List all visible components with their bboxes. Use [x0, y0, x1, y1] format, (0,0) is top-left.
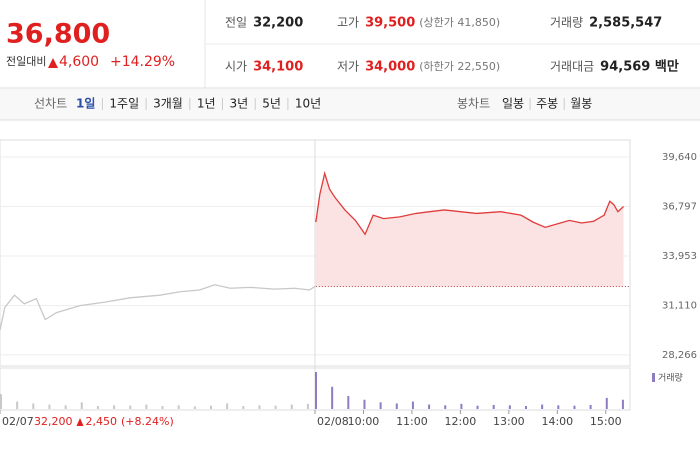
- volume-bar: [226, 403, 229, 409]
- volume-bar: [80, 402, 83, 409]
- stat-label: 거래대금: [550, 60, 594, 74]
- period-tab[interactable]: 10년: [295, 97, 321, 111]
- x-tick-label: 10:00: [348, 415, 380, 428]
- x-tick-label: 02/07: [2, 415, 34, 428]
- volume-bar: [347, 396, 350, 409]
- volume-bar: [96, 406, 99, 409]
- x-tick-label: 15:00: [590, 415, 622, 428]
- period-tab[interactable]: 1일: [76, 97, 95, 111]
- price: 36,800: [6, 19, 110, 50]
- volume-bar: [32, 403, 35, 409]
- volume-bar: [258, 405, 261, 409]
- volume-bar: [113, 405, 116, 409]
- prev-rate: (+8.24%): [121, 415, 174, 428]
- volume-bar: [177, 405, 180, 409]
- x-tick-label: 12:00: [445, 415, 477, 428]
- volume-bar: [589, 404, 592, 409]
- period-tab[interactable]: 1년: [197, 97, 216, 111]
- volume-bar: [315, 372, 317, 409]
- y-tick-label: 28,266: [662, 350, 697, 361]
- volume-bar: [621, 399, 624, 409]
- stat-label: 저가: [337, 60, 359, 74]
- y-tick-label: 31,110: [662, 300, 697, 311]
- change-rate: +14.29%: [110, 54, 175, 70]
- volume-bar: [395, 403, 398, 409]
- volume-bar: [290, 404, 293, 409]
- period-tab[interactable]: 1주일: [109, 97, 139, 111]
- prev-close: 32,200: [34, 415, 73, 428]
- legend-label: 거래량: [658, 372, 683, 384]
- volume-bar: [64, 405, 67, 409]
- legend-swatch: [652, 373, 655, 382]
- stat-value: 39,500: [365, 16, 415, 31]
- stat-note: (상한가 41,850): [419, 16, 500, 29]
- candle-tab[interactable]: 일봉: [502, 97, 524, 111]
- stat-label: 고가: [337, 16, 359, 30]
- volume-bar: [242, 406, 245, 409]
- volume-bar: [476, 405, 479, 409]
- y-tick-label: 39,640: [662, 152, 697, 163]
- change-label: 전일대비: [6, 54, 46, 68]
- y-tick-label: 36,797: [662, 202, 697, 213]
- volume-bar: [525, 406, 527, 409]
- stat-label: 전일: [225, 16, 247, 30]
- stat-value: 94,569 백만: [600, 59, 679, 75]
- tab-group-label: 선차트: [34, 97, 67, 111]
- volume-bar: [274, 405, 277, 409]
- candle-tab[interactable]: 주봉: [536, 97, 558, 111]
- stat-value: 2,585,547: [589, 16, 662, 31]
- volume-bar: [161, 406, 164, 409]
- stat-label: 거래량: [550, 16, 583, 30]
- y-tick-label: 33,953: [662, 251, 697, 262]
- price-line: [315, 170, 624, 236]
- volume-bar: [605, 397, 608, 409]
- volume-bar: [460, 403, 463, 409]
- volume-bar: [541, 404, 544, 409]
- volume-bar: [411, 401, 414, 409]
- volume-bar: [379, 402, 382, 409]
- period-tab[interactable]: 5년: [262, 97, 281, 111]
- volume-bar: [573, 405, 576, 409]
- up-icon: [76, 418, 84, 426]
- volume-bar: [306, 403, 309, 409]
- stat-label: 시가: [225, 60, 247, 74]
- volume-bar: [363, 399, 366, 409]
- stat-value: 34,000: [365, 60, 415, 75]
- volume-bar: [193, 406, 196, 409]
- volume-bar: [444, 405, 447, 409]
- up-icon: [48, 58, 58, 68]
- price-line: [0, 284, 316, 331]
- volume-bar: [492, 404, 495, 409]
- change: 4,600: [59, 54, 99, 70]
- x-tick-label: 14:00: [541, 415, 573, 428]
- stat-value: 34,100: [253, 60, 303, 75]
- volume-bar: [508, 405, 511, 409]
- period-tab[interactable]: 3년: [230, 97, 249, 111]
- volume-bar: [16, 401, 19, 409]
- period-tab[interactable]: 3개월: [153, 97, 183, 111]
- stat-note: (하한가 22,550): [419, 59, 500, 73]
- volume-bar: [428, 404, 431, 409]
- area: [315, 173, 624, 287]
- volume-bar: [210, 405, 212, 409]
- x-tick-label: 13:00: [493, 415, 525, 428]
- volume-bar: [145, 404, 148, 409]
- tab-group-label: 봉차트: [457, 97, 490, 111]
- volume-bar: [331, 386, 334, 409]
- prev-change: 2,450: [86, 415, 118, 428]
- volume-bar: [557, 405, 560, 409]
- volume-bar: [0, 394, 2, 409]
- tab-bar: [0, 89, 700, 120]
- stat-value: 32,200: [253, 16, 303, 31]
- x-tick-label: 11:00: [396, 415, 428, 428]
- x-tick-label: 02/08: [317, 415, 349, 428]
- candle-tab[interactable]: 월봉: [570, 97, 592, 111]
- volume-bar: [129, 405, 132, 409]
- volume-bar: [48, 404, 51, 409]
